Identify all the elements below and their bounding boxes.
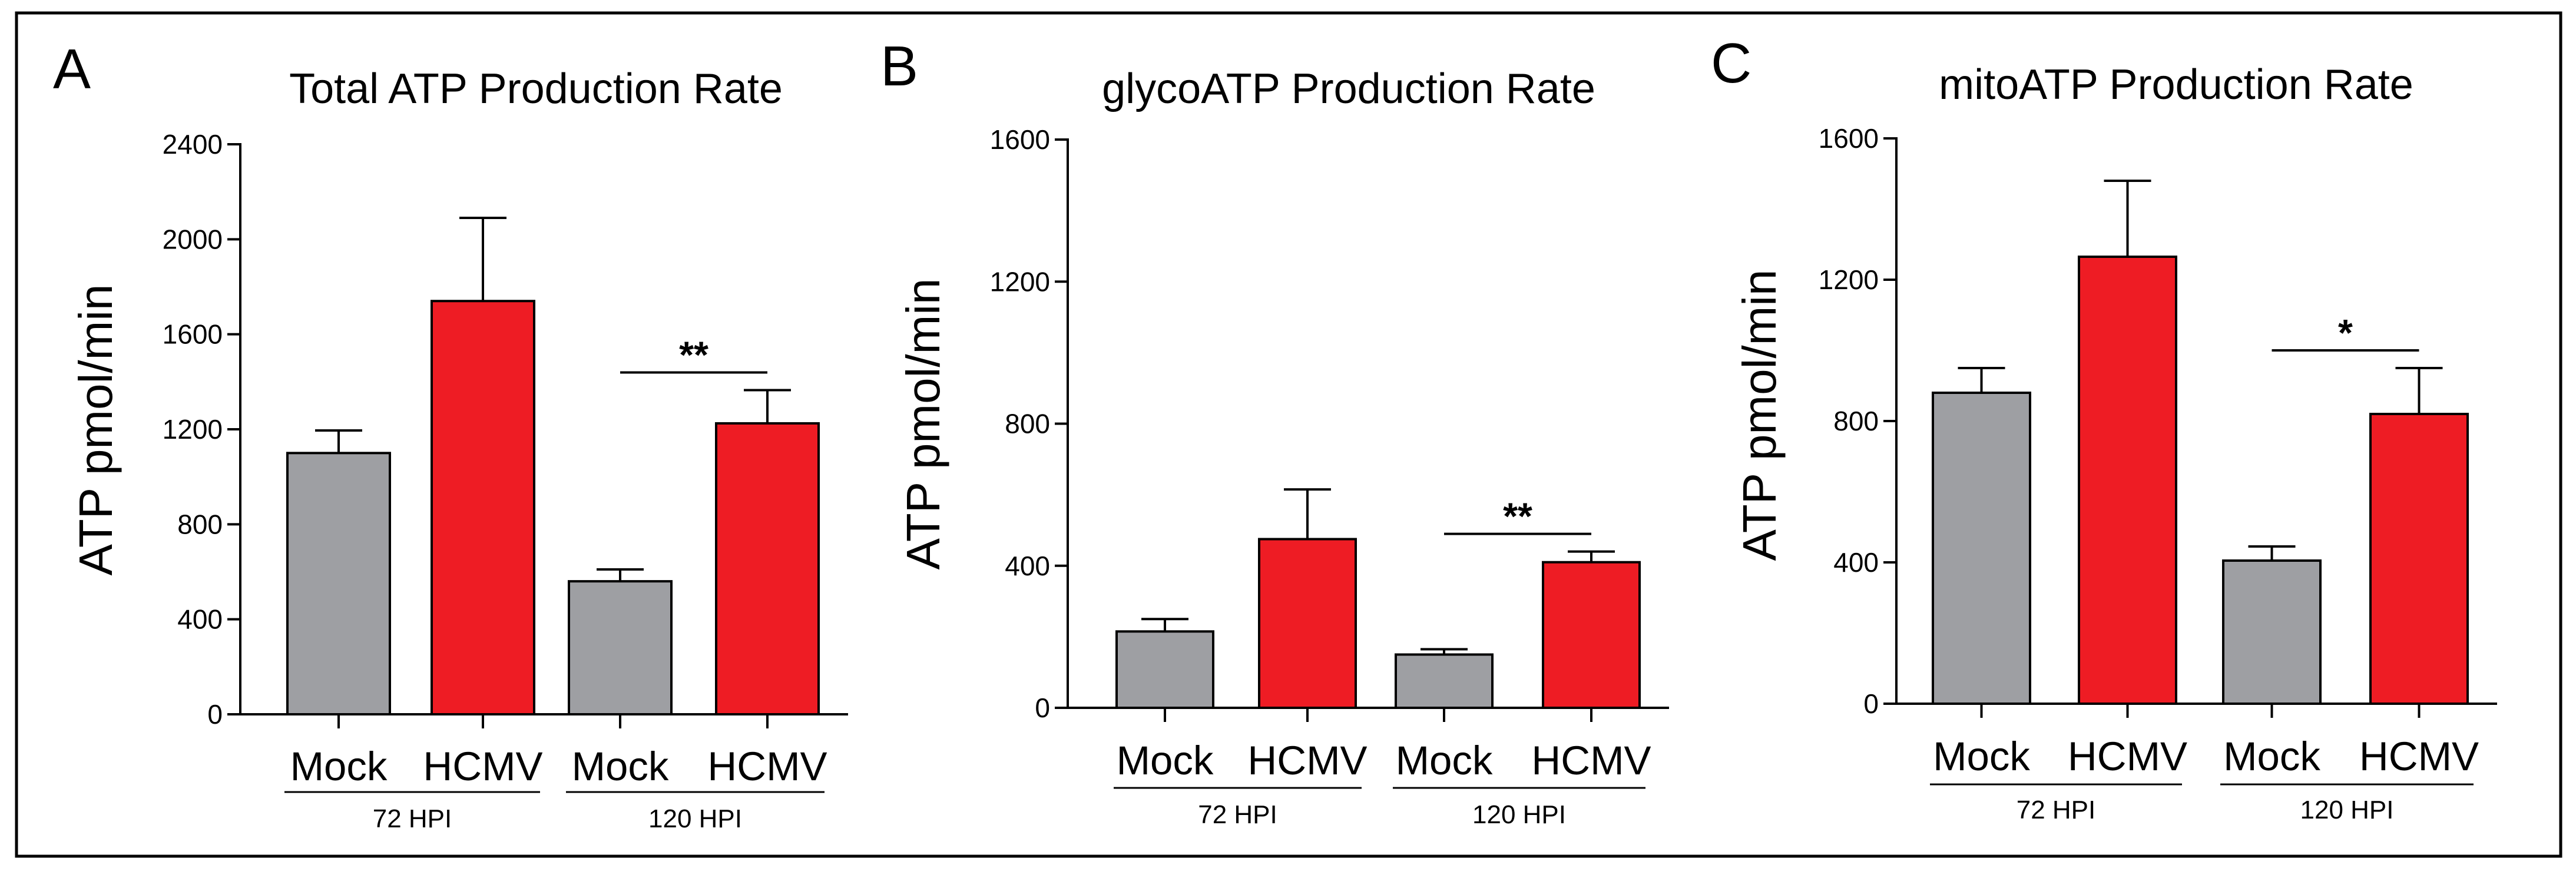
panel-letter: C	[1711, 32, 1751, 95]
y-tick-label: 1200	[163, 414, 223, 445]
bar-hcmv-2	[1542, 561, 1641, 709]
y-tick-label: 800	[1833, 406, 1879, 436]
chart-title: glycoATP Production Rate	[1102, 65, 1595, 112]
bar-mock-2	[2222, 559, 2322, 705]
y-tick-label: 1600	[163, 319, 223, 350]
significance-marker: *	[2338, 312, 2353, 354]
y-tick-label: 400	[1833, 547, 1879, 578]
bar-mock-2	[1395, 653, 1494, 709]
x-tick-label: HCMV	[1531, 738, 1651, 783]
significance-marker: **	[679, 333, 708, 376]
significance-marker: **	[1503, 495, 1532, 538]
x-tick-label: Mock	[1117, 738, 1214, 783]
figure-border	[15, 11, 2562, 858]
x-tick-label: HCMV	[707, 744, 827, 789]
y-tick-label: 800	[177, 509, 223, 539]
x-tick-label: Mock	[2223, 734, 2320, 779]
y-tick-label: 1600	[1819, 123, 1879, 154]
x-tick-label: HCMV	[1247, 738, 1367, 783]
bar-hcmv-2	[715, 422, 820, 716]
x-tick-label: Mock	[290, 744, 388, 789]
x-tick-label: Mock	[572, 744, 669, 789]
y-tick-label: 0	[1863, 688, 1879, 719]
x-tick-label: HCMV	[2068, 734, 2187, 779]
y-tick-label: 1600	[990, 124, 1050, 155]
bar-hcmv-1	[431, 300, 535, 715]
y-tick-label: 2000	[163, 224, 223, 254]
y-tick-label: 400	[1005, 551, 1050, 581]
y-tick-label: 0	[207, 699, 223, 730]
bar-mock-1	[1932, 392, 2031, 705]
chart-title: Total ATP Production Rate	[289, 65, 783, 112]
panel-letter: A	[53, 38, 91, 101]
y-tick-label: 400	[177, 604, 223, 635]
group-label: 72 HPI	[373, 804, 452, 833]
y-tick-label: 1200	[990, 266, 1050, 297]
chart-title: mitoATP Production Rate	[1939, 61, 2413, 108]
group-label: 120 HPI	[2300, 796, 2394, 824]
bar-mock-2	[568, 580, 673, 716]
bar-hcmv-1	[2078, 256, 2177, 705]
group-label: 120 HPI	[648, 804, 742, 833]
chart-panel-a: A Total ATP Production Rate ATP pmol/min 0 4…	[53, 38, 848, 833]
y-axis-label: ATP pmol/min	[69, 284, 122, 576]
y-axis-label: ATP pmol/min	[897, 279, 949, 570]
bar-mock-1	[1115, 630, 1214, 709]
y-tick-label: 800	[1005, 409, 1050, 439]
x-tick-label: HCMV	[2359, 734, 2479, 779]
y-tick-label: 0	[1035, 693, 1050, 723]
y-tick-label: 1200	[1819, 264, 1879, 295]
group-label: 120 HPI	[1472, 800, 1566, 829]
bar-hcmv-1	[1258, 538, 1357, 709]
bar-hcmv-2	[2369, 413, 2469, 705]
x-tick-label: Mock	[1396, 738, 1493, 783]
group-label: 72 HPI	[2017, 796, 2096, 824]
panel-letter: B	[880, 35, 918, 98]
y-tick-label: 2400	[163, 129, 223, 160]
x-tick-label: HCMV	[423, 744, 542, 789]
y-axis-label: ATP pmol/min	[1733, 270, 1786, 561]
x-tick-label: Mock	[1933, 734, 2030, 779]
group-label: 72 HPI	[1198, 800, 1277, 829]
bar-mock-1	[286, 452, 391, 715]
